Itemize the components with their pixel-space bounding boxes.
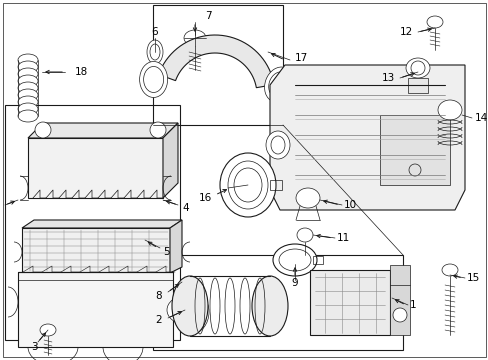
Ellipse shape [18, 103, 38, 115]
Bar [309, 270, 389, 335]
Ellipse shape [150, 122, 165, 138]
Ellipse shape [437, 100, 461, 120]
Text: 13: 13 [381, 73, 394, 83]
Bar [5, 105, 180, 340]
Text: 8: 8 [155, 291, 162, 301]
Ellipse shape [167, 296, 203, 324]
Ellipse shape [392, 308, 406, 322]
Text: 18: 18 [75, 67, 88, 77]
Text: 9: 9 [291, 278, 298, 288]
Text: 2: 2 [155, 315, 162, 325]
Ellipse shape [173, 290, 208, 334]
Ellipse shape [140, 62, 167, 98]
Text: 14: 14 [474, 113, 487, 123]
Ellipse shape [265, 131, 289, 159]
Ellipse shape [441, 264, 457, 276]
Bar [269, 180, 282, 190]
Text: 7: 7 [204, 11, 211, 21]
Ellipse shape [40, 324, 56, 336]
Text: 10: 10 [343, 200, 356, 210]
Polygon shape [28, 123, 178, 138]
Ellipse shape [183, 30, 205, 46]
Bar [379, 115, 449, 185]
Ellipse shape [147, 40, 163, 64]
Ellipse shape [18, 68, 38, 80]
Bar [153, 255, 402, 350]
Ellipse shape [264, 67, 293, 102]
Ellipse shape [18, 54, 38, 66]
Text: 17: 17 [294, 53, 307, 63]
Ellipse shape [18, 89, 38, 101]
Polygon shape [22, 220, 182, 228]
Text: 15: 15 [466, 273, 479, 283]
Text: 1: 1 [409, 300, 416, 310]
Text: 4: 4 [182, 203, 188, 213]
Text: 3: 3 [31, 342, 37, 352]
Polygon shape [170, 220, 182, 273]
Text: 11: 11 [336, 233, 349, 243]
Bar [312, 256, 323, 264]
Text: 12: 12 [399, 27, 412, 37]
Ellipse shape [405, 58, 429, 78]
Ellipse shape [295, 188, 319, 208]
Text: 5: 5 [163, 247, 169, 257]
Ellipse shape [35, 122, 51, 138]
Ellipse shape [18, 110, 38, 122]
Ellipse shape [18, 75, 38, 87]
Ellipse shape [296, 254, 312, 266]
Bar [153, 5, 283, 125]
Bar [28, 138, 163, 198]
Ellipse shape [426, 16, 442, 28]
Ellipse shape [220, 153, 275, 217]
Bar [389, 265, 409, 335]
Text: 16: 16 [198, 193, 212, 203]
Ellipse shape [18, 61, 38, 73]
Text: 6: 6 [151, 27, 158, 37]
Bar [22, 228, 170, 273]
Bar [407, 78, 427, 93]
Polygon shape [158, 35, 274, 88]
Polygon shape [269, 65, 464, 210]
Bar [18, 272, 173, 347]
Ellipse shape [18, 82, 38, 94]
Ellipse shape [251, 276, 287, 336]
Ellipse shape [172, 276, 207, 336]
Polygon shape [163, 123, 178, 198]
Ellipse shape [296, 228, 312, 242]
Ellipse shape [272, 244, 316, 276]
Ellipse shape [18, 96, 38, 108]
